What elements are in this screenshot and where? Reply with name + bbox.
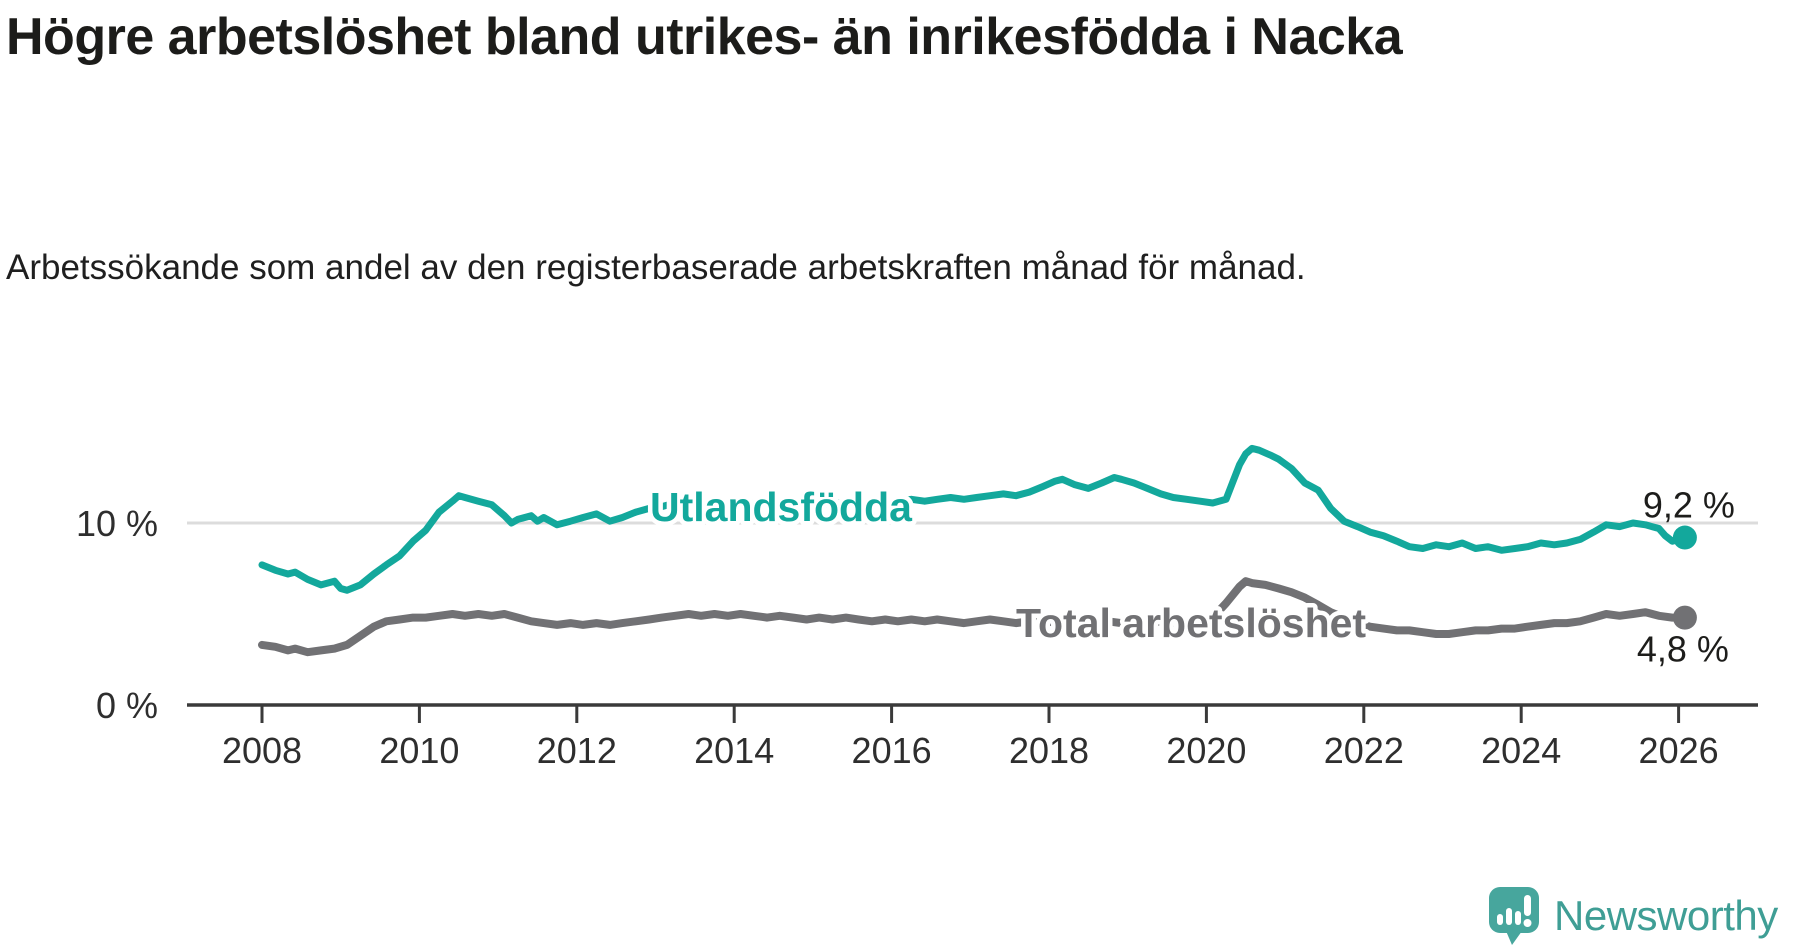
newsworthy-logo: Newsworthy xyxy=(1488,886,1778,946)
y-tick-label: 0 % xyxy=(96,685,158,726)
series-label-foreign-born: Utlandsfödda xyxy=(650,484,913,530)
x-tick-label: 2014 xyxy=(694,730,774,771)
total-unemployment-line xyxy=(258,577,1689,657)
y-tick-label: 10 % xyxy=(76,503,158,544)
foreign-born-end-dot xyxy=(1672,525,1697,550)
x-tick-label: 2008 xyxy=(222,730,302,771)
x-tick-label: 2022 xyxy=(1324,730,1404,771)
total-end-dot xyxy=(1672,605,1697,630)
newsworthy-bubble-chart-icon xyxy=(1489,887,1539,945)
x-tick-label: 2020 xyxy=(1166,730,1246,771)
x-axis-ticks: 2008 2010 2012 2014 2016 2018 2020 2022 2024 2026 xyxy=(222,705,1719,771)
y-axis-labels: 10 % 0 % xyxy=(76,503,158,726)
x-tick-label: 2016 xyxy=(852,730,932,771)
foreign-born-end-value: 9,2 % xyxy=(1643,485,1735,526)
x-tick-label: 2024 xyxy=(1481,730,1561,771)
x-tick-label: 2018 xyxy=(1009,730,1089,771)
newsworthy-wordmark: Newsworthy xyxy=(1554,892,1778,939)
total-end-value: 4,8 % xyxy=(1637,629,1729,670)
chart-subtitle: Arbetssökande som andel av den registerb… xyxy=(6,248,1306,287)
x-tick-label: 2026 xyxy=(1639,730,1719,771)
page-title: Högre arbetslöshet bland utrikes- än inr… xyxy=(6,8,1403,66)
foreign-born-line xyxy=(258,444,1689,594)
x-tick-label: 2010 xyxy=(379,730,459,771)
series-label-total: Total arbetslöshet xyxy=(1016,600,1366,646)
x-tick-label: 2012 xyxy=(537,730,617,771)
